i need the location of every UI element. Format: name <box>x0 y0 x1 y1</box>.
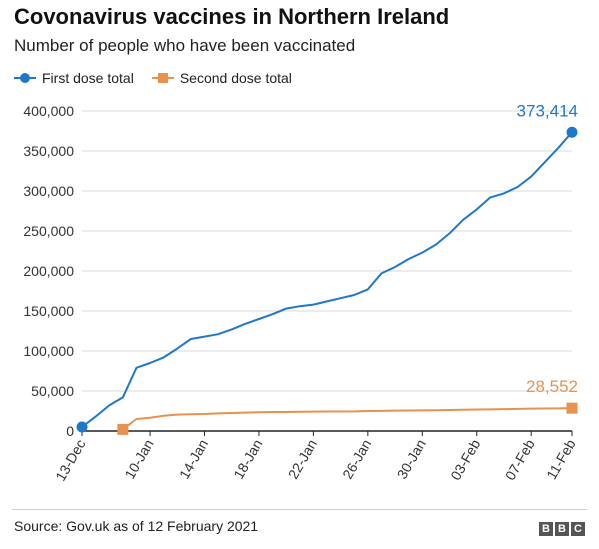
legend-swatch-second-dose <box>151 72 174 84</box>
y-tick-label: 50,000 <box>31 383 74 399</box>
end-label-second-dose: 28,552 <box>526 377 578 396</box>
series-line-first-dose <box>81 131 573 428</box>
bbc-logo-letter: B <box>539 522 553 536</box>
x-tick-label: 11-Feb <box>543 436 579 482</box>
bbc-logo-letter: C <box>571 522 585 536</box>
x-tick-label: 10-Jan <box>121 437 156 482</box>
bbc-logo: B B C <box>537 522 585 536</box>
x-tick-label: 14-Jan <box>176 437 211 482</box>
x-tick-label: 30-Jan <box>394 437 429 482</box>
y-tick-label: 400,000 <box>23 103 74 119</box>
legend-label-second-dose: Second dose total <box>179 70 292 86</box>
chart-title: Covonavirus vaccines in Northern Ireland <box>14 4 450 29</box>
y-tick-label: 250,000 <box>23 223 74 239</box>
series-marker-second-dose <box>566 402 578 414</box>
legend-item-first-dose: First dose total <box>14 70 134 86</box>
footer-divider <box>12 509 587 510</box>
chart-subtitle: Number of people who have been vaccinate… <box>14 36 356 55</box>
x-tick-label: 07-Feb <box>502 436 538 483</box>
end-label-first-dose: 373,414 <box>517 101 578 120</box>
x-tick-label: 22-Jan <box>285 437 320 482</box>
y-tick-label: 100,000 <box>23 343 74 359</box>
square-marker-icon <box>157 73 168 83</box>
legend-swatch-first-dose <box>14 72 36 84</box>
series-marker-second-dose <box>117 423 129 435</box>
legend-label-first-dose: First dose total <box>42 70 134 86</box>
source-note: Source: Gov.uk as of 12 February 2021 <box>14 518 259 534</box>
y-tick-label: 150,000 <box>23 303 74 319</box>
y-tick-label: 350,000 <box>23 143 74 159</box>
x-tick-label: 26-Jan <box>339 437 374 482</box>
series-line-second-dose <box>122 407 573 431</box>
y-tick-label: 200,000 <box>23 263 74 279</box>
x-tick-label: 03-Feb <box>447 436 483 483</box>
chart-legend: First dose total Second dose total <box>14 70 310 86</box>
series-marker-first-dose <box>566 126 578 138</box>
y-tick-label: 0 <box>66 423 74 439</box>
y-tick-label: 300,000 <box>23 183 74 199</box>
bbc-logo-letter: B <box>555 522 569 536</box>
circle-marker-icon <box>20 73 30 83</box>
x-tick-label: 18-Jan <box>230 437 265 482</box>
series-marker-first-dose <box>76 421 88 433</box>
line-chart: 0 50,000 100,000 150,000 200,000 250,000 300,0… <box>23 101 579 484</box>
x-tick-label: 13-Dec <box>52 437 88 484</box>
legend-item-second-dose: Second dose total <box>151 70 292 86</box>
